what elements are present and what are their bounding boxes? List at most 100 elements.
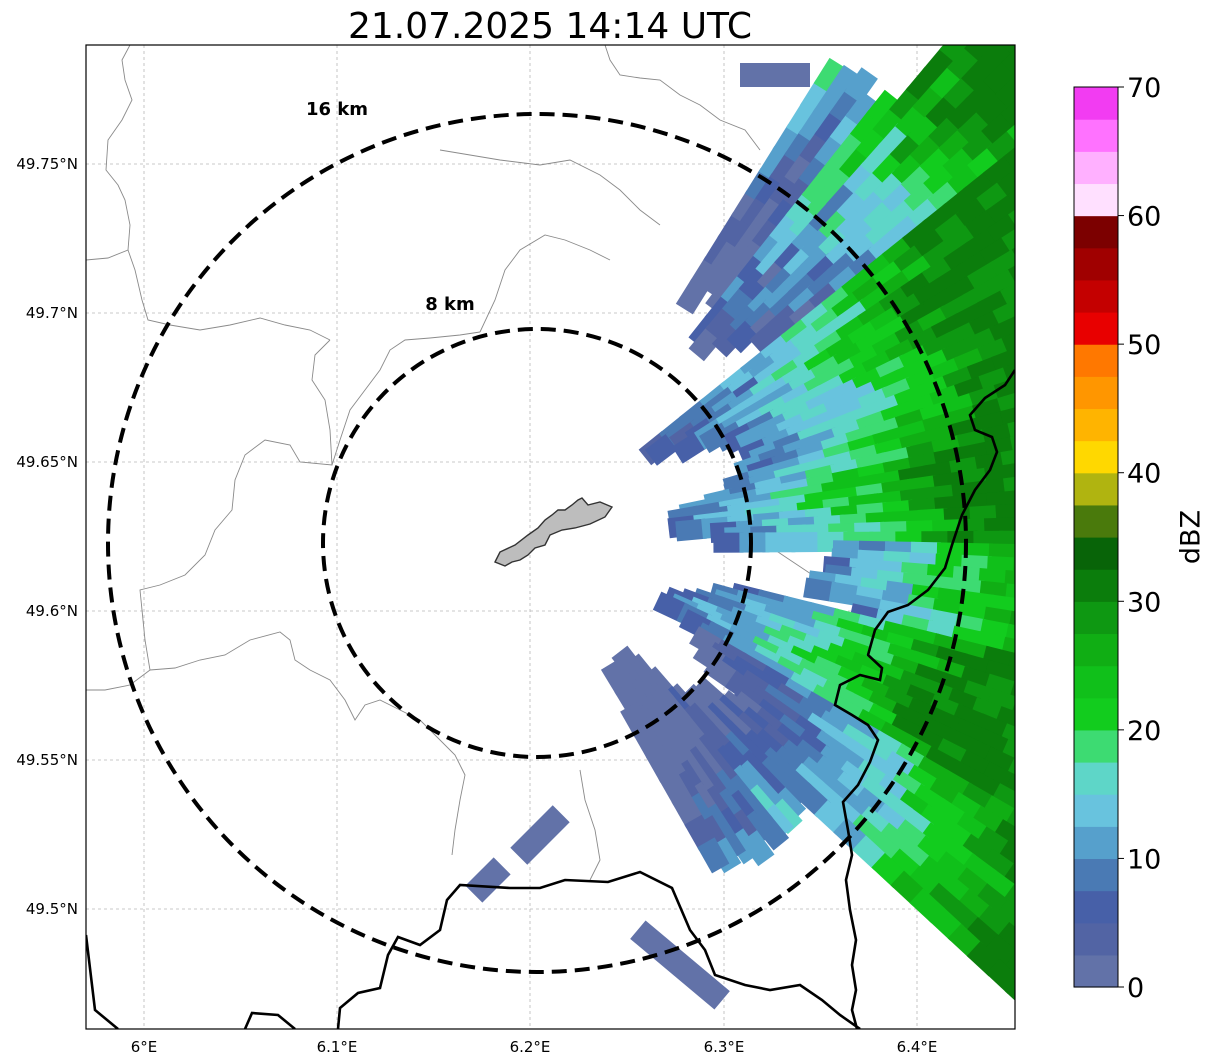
colorbar-swatch — [1074, 344, 1118, 377]
radar-gate — [964, 45, 999, 62]
radar-gate — [1001, 45, 1015, 77]
radar-gate — [1034, 615, 1067, 640]
radar-gate — [1001, 326, 1015, 357]
radar-gate — [1037, 955, 1073, 990]
radar-gate — [1041, 869, 1077, 902]
radar-gate — [1004, 808, 1015, 841]
admin-boundary-line — [439, 149, 661, 226]
lon-tick-label: 6.4°E — [897, 1038, 938, 1056]
admin-boundary-line — [86, 45, 133, 261]
radar-gate — [740, 63, 810, 87]
colorbar-swatch — [1074, 312, 1118, 345]
colorbar-swatch — [1074, 762, 1118, 795]
colorbar-tick-label: 20 — [1127, 716, 1161, 747]
radar-gate — [1024, 899, 1060, 933]
radar-gate — [1027, 785, 1063, 816]
radar-gate — [997, 840, 1015, 874]
colorbar-swatch — [1074, 922, 1118, 956]
radar-gate — [1030, 183, 1066, 216]
radar-gate — [1010, 696, 1015, 726]
radar-gate — [1019, 855, 1055, 888]
colorbar-swatch — [1074, 504, 1118, 538]
border-france — [86, 934, 119, 1029]
radar-gate — [1029, 769, 1065, 800]
radar-gate — [1031, 242, 1067, 274]
radar-gate — [1000, 276, 1015, 309]
colorbar-tick-label: 70 — [1127, 73, 1161, 104]
radar-gate — [1013, 597, 1015, 622]
radar-gate — [1019, 715, 1054, 744]
radar-gate — [866, 89, 901, 126]
radar-gate — [1003, 773, 1015, 805]
radar-gate — [1011, 234, 1015, 267]
radar-gate — [1026, 642, 1060, 668]
radar-gate — [1025, 397, 1059, 424]
radar-gate — [1034, 221, 1070, 254]
colorbar-ticks: 0 10 20 30 40 50 60 70 — [1118, 73, 1161, 1004]
radar-gate — [697, 837, 730, 874]
radar-gate — [1002, 883, 1015, 918]
radar-gate — [1041, 545, 1071, 566]
range-ring-16km — [106, 112, 968, 974]
radar-gate — [1043, 360, 1078, 388]
radar-gate — [989, 315, 1015, 347]
radar-gate — [1003, 951, 1015, 987]
radar-gate — [1030, 572, 1061, 594]
radar-gate — [975, 713, 1011, 744]
colorbar-swatch — [1074, 697, 1118, 731]
radar-gate — [995, 899, 1015, 934]
radar-gate — [1014, 544, 1015, 565]
admin-boundary-line — [479, 234, 611, 333]
radar-gate — [1002, 357, 1015, 387]
radar-gate — [989, 247, 1015, 281]
radar-gate — [992, 819, 1015, 852]
radar-gate — [1026, 442, 1059, 467]
colorbar: 0 10 20 30 40 50 60 70 dBZ — [1073, 73, 1207, 1004]
radar-gate — [1013, 55, 1015, 92]
radar-gate — [1018, 149, 1054, 183]
border-france — [336, 870, 861, 1029]
colorbar-swatch — [1074, 215, 1118, 249]
radar-gate — [1016, 286, 1052, 317]
radar-gate — [1023, 208, 1059, 241]
radar-gate — [1039, 59, 1075, 94]
radar-gate — [827, 64, 861, 101]
radar-gate — [828, 581, 862, 607]
colorbar-swatch — [1074, 472, 1118, 506]
colorbar-swatch — [1074, 569, 1118, 602]
radar-reflectivity-layer — [465, 38, 1078, 1029]
lon-tick-label: 6.2°E — [510, 1038, 551, 1056]
colorbar-tick-label: 30 — [1127, 587, 1161, 618]
radar-gate — [1036, 456, 1069, 480]
radar-gate — [1024, 994, 1060, 1029]
colorbar-tick-label: 60 — [1127, 202, 1161, 233]
radar-gate — [1002, 863, 1015, 897]
radar-gate — [1039, 601, 1071, 625]
radar-gate — [990, 346, 1015, 376]
map-panel[interactable]: 8 km 16 km — [86, 18, 1078, 1029]
map-title: 21.07.2025 14:14 UTC — [348, 6, 752, 47]
radar-gate — [1017, 939, 1053, 974]
admin-boundary-line — [127, 249, 331, 341]
radar-gate — [1003, 137, 1015, 173]
colorbar-tick-label: 40 — [1127, 459, 1161, 490]
radar-gate — [1021, 502, 1052, 524]
colorbar-tick-label: 10 — [1127, 844, 1161, 875]
radar-gate — [1014, 832, 1015, 866]
radar-gate — [1038, 133, 1074, 167]
radar-gate — [1027, 349, 1062, 378]
radar-gate — [1029, 472, 1061, 495]
colorbar-swatch — [1074, 537, 1118, 570]
colorbar-swatch — [1074, 376, 1118, 410]
radar-gate — [510, 805, 570, 865]
colorbar-swatch — [1074, 151, 1118, 185]
radar-gate — [1036, 516, 1067, 537]
radar-gate — [1025, 316, 1060, 346]
colorbar-swatch — [1074, 794, 1118, 827]
radar-gate — [1033, 38, 1069, 73]
radar-gate — [1035, 705, 1070, 734]
radar-gate — [1024, 878, 1060, 912]
colorbar-swatch — [1074, 183, 1118, 217]
radar-gate — [713, 532, 744, 553]
